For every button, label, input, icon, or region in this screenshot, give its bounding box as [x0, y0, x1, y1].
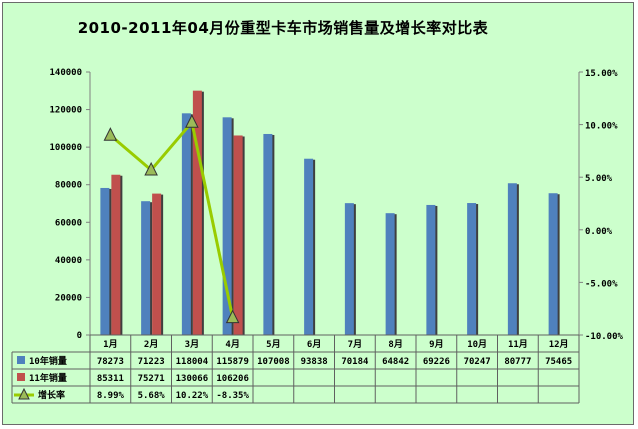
x-tick-label: 9月	[429, 339, 443, 350]
legend-key-1	[17, 373, 25, 381]
table-cell: 80777	[504, 357, 531, 367]
y-tick-label: 40000	[55, 256, 82, 266]
legend-label-1: 11年销量	[29, 372, 67, 384]
y-tick-label: 140000	[49, 68, 82, 78]
bar-10	[548, 193, 558, 335]
x-tick-label: 11月	[508, 339, 528, 350]
bar-10	[222, 117, 232, 335]
x-tick-label: 10月	[467, 339, 487, 350]
bar-10	[344, 203, 354, 335]
table-cell: 70184	[341, 357, 369, 367]
bar-11	[192, 90, 202, 335]
y-tick-label: 100000	[49, 143, 82, 153]
table-cell: 8.99%	[97, 391, 125, 401]
bar-10	[426, 204, 436, 335]
x-tick-label: 4月	[225, 339, 239, 350]
table-cell: 107008	[257, 357, 290, 367]
x-tick-label: 8月	[388, 339, 402, 350]
table-cell: 64842	[382, 357, 409, 367]
table-cell: 5.68%	[138, 391, 166, 401]
table-cell: 106206	[216, 374, 249, 384]
y-tick-label: 60000	[55, 218, 82, 228]
bar-10	[181, 113, 191, 335]
legend-label-2: 增长率	[38, 389, 65, 401]
bar-11	[111, 174, 121, 335]
bar-10	[507, 183, 517, 335]
table-cell: 78273	[97, 357, 124, 367]
x-tick-label: 5月	[266, 339, 280, 350]
table-cell: 75271	[138, 374, 165, 384]
table-cell: 130066	[176, 374, 209, 384]
y2-tick-label: 0.00%	[585, 227, 613, 237]
x-tick-label: 1月	[103, 339, 117, 350]
growth-line	[109, 118, 235, 318]
x-tick-label: 12月	[549, 339, 569, 350]
y2-tick-label: -5.00%	[585, 279, 618, 289]
y2-tick-label: -10.00%	[585, 332, 624, 342]
table-cell: 118004	[176, 357, 209, 367]
y2-tick-label: 10.00%	[585, 122, 618, 132]
legend-key-0	[17, 356, 25, 364]
y2-tick-label: 5.00%	[585, 174, 613, 184]
table-cell: -8.35%	[216, 391, 249, 401]
table-cell: 115879	[216, 357, 249, 367]
growth-marker	[225, 309, 240, 324]
bar-10	[385, 213, 395, 335]
plot-area	[90, 72, 579, 335]
growth-marker	[185, 114, 199, 128]
bar-10	[263, 133, 273, 335]
bar-10	[100, 187, 110, 335]
x-tick-label: 2月	[144, 339, 158, 350]
y2-tick-label: 15.00%	[585, 69, 618, 79]
table-cell: 71223	[138, 357, 165, 367]
growth-marker	[103, 127, 118, 141]
x-tick-label: 3月	[185, 339, 199, 350]
y-tick-label: 0	[77, 331, 82, 341]
bar-11	[233, 135, 243, 335]
table-cell: 10.22%	[176, 391, 209, 401]
table-cell: 85311	[97, 374, 124, 384]
bar-10	[304, 158, 314, 335]
x-tick-label: 7月	[348, 339, 362, 350]
chart-title: 2010-2011年04月份重型卡车市场销售量及增长率对比表	[77, 19, 489, 37]
table-cell: 70247	[464, 357, 491, 367]
y-tick-label: 120000	[49, 106, 82, 116]
legend-key-marker	[18, 387, 30, 400]
legend-label-0: 10年销量	[29, 355, 67, 367]
bar-11	[152, 193, 162, 335]
x-tick-label: 6月	[307, 339, 321, 350]
bar-10	[141, 201, 151, 335]
table-cell: 69226	[423, 357, 450, 367]
y-tick-label: 80000	[55, 181, 82, 191]
y-tick-label: 20000	[55, 293, 82, 303]
table-cell: 93838	[301, 357, 328, 367]
growth-marker	[144, 161, 158, 176]
table-cell: 75465	[545, 357, 572, 367]
bar-10	[467, 203, 477, 335]
